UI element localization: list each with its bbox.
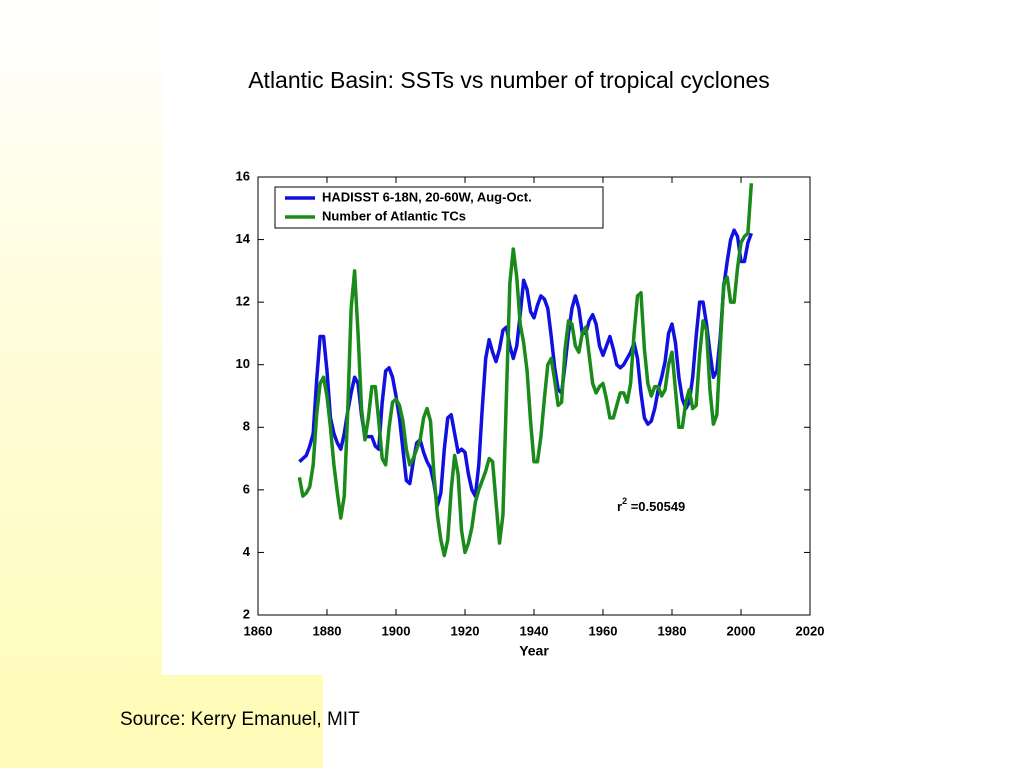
y-tick-label: 4 <box>243 544 251 559</box>
y-tick-label: 8 <box>243 419 250 434</box>
y-tick-label: 10 <box>236 356 250 371</box>
y-tick-label: 6 <box>243 481 250 496</box>
x-tick-label: 2020 <box>796 623 825 638</box>
annotation: r2 =0.50549 <box>617 496 685 514</box>
decor-block <box>0 675 323 768</box>
legend: HADISST 6-18N, 20-60W, Aug-Oct. Number of… <box>274 186 604 229</box>
x-tick-label: 1860 <box>244 623 273 638</box>
slide-title: Atlantic Basin: SSTs vs number of tropic… <box>248 67 770 93</box>
y-tick-label: 14 <box>236 231 251 246</box>
annotation-rest: =0.50549 <box>627 499 685 514</box>
y-tick-label: 12 <box>236 294 250 309</box>
source: Source: Kerry Emanuel, MIT <box>120 709 360 730</box>
series-line <box>298 228 753 508</box>
annotation-base: r <box>617 499 622 514</box>
annotation-superscript: 2 <box>622 496 627 506</box>
legend-box <box>274 186 604 229</box>
x-tick-label: 1980 <box>658 623 687 638</box>
series-line <box>297 183 754 558</box>
x-tick-label: 1920 <box>451 623 480 638</box>
x-tick-label: 1900 <box>382 623 411 638</box>
y-tick-label: 16 <box>236 168 250 183</box>
x-tick-label: 1940 <box>520 623 549 638</box>
x-tick-label: 1880 <box>313 623 342 638</box>
plot-area <box>257 176 811 616</box>
legend-label: HADISST 6-18N, 20-60W, Aug-Oct. <box>322 189 532 204</box>
x-axis-label: Year <box>519 643 549 659</box>
x-tick-label: 1960 <box>589 623 618 638</box>
x-tick-label: 2000 <box>727 623 756 638</box>
decor-strip <box>0 0 162 768</box>
chart: 1860 1880 1900 1920 1940 1960 1980 2000 2020 2 4 6 8… <box>236 168 825 658</box>
y-tick-label: 2 <box>243 606 250 621</box>
legend-label: Number of Atlantic TCs <box>322 208 466 223</box>
